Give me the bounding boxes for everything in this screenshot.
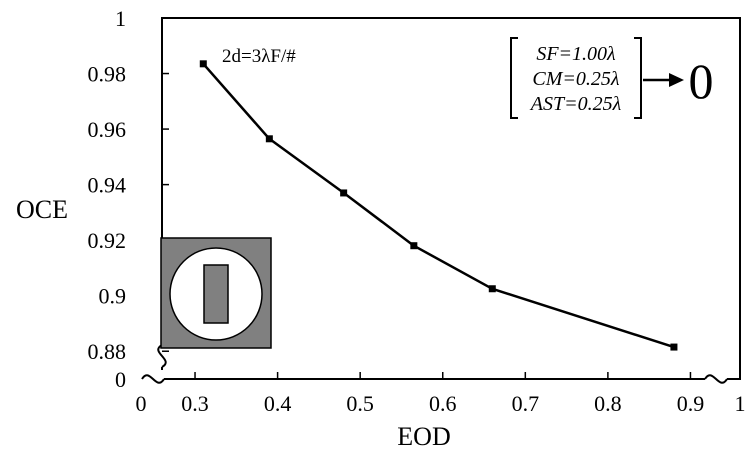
param-ast: AST=0.25λ — [529, 93, 622, 115]
data-point-0 — [199, 60, 207, 68]
x-tick-label-3: 0.6 — [429, 391, 457, 416]
y-tick-label-3: 0.94 — [88, 173, 127, 198]
arrow-target-zero: 0 — [689, 53, 714, 109]
x-tick-label-1: 0.4 — [264, 391, 292, 416]
y-axis-ticks: 0.88 0.9 0.92 0.94 0.96 0.98 1 — [88, 6, 169, 364]
x-tick-label-4: 0.7 — [512, 391, 540, 416]
series-line-0 — [202, 62, 675, 349]
y-tick-label-2: 0.92 — [88, 228, 127, 253]
x-tick-label-2: 0.5 — [346, 391, 374, 416]
aperture-inset-icon — [160, 237, 272, 349]
data-point-3 — [410, 242, 418, 250]
param-sf: SF=1.00λ — [536, 43, 616, 65]
x-axis-break-right — [704, 370, 728, 388]
y-tick-label-1: 0.9 — [99, 284, 127, 309]
y-tick-label-4: 0.96 — [88, 117, 127, 142]
plot-frame — [161, 17, 741, 380]
y-tick-label-0: 0.88 — [88, 339, 127, 364]
y-tick-label-6: 1 — [115, 6, 126, 31]
x-tick-label-0: 0.3 — [181, 391, 209, 416]
x-axis-title: EOD — [397, 422, 450, 451]
y-axis-title: OCE — [16, 195, 68, 224]
param-cm: CM=0.25λ — [532, 68, 619, 90]
series-layer — [199, 60, 678, 351]
data-point-1 — [265, 135, 273, 143]
data-point-2 — [340, 189, 348, 197]
x-axis-break-left — [141, 370, 165, 388]
x-axis-break-label-zero: 0 — [136, 391, 147, 416]
x-tick-label-6: 0.9 — [677, 391, 705, 416]
x-axis-ticks: 0.3 0.4 0.5 0.6 0.7 0.8 0.9 — [181, 372, 704, 416]
data-point-4 — [488, 285, 496, 293]
x-tick-label-5: 0.8 — [594, 391, 622, 416]
y-axis-break-label-zero: 0 — [115, 367, 126, 392]
left-bracket — [510, 37, 518, 119]
right-bracket — [634, 37, 642, 119]
x-axis-break-label-one: 1 — [735, 391, 746, 416]
y-tick-label-5: 0.98 — [88, 62, 127, 87]
relation-annotation: 2d=3λF/# — [222, 46, 296, 67]
right-arrow — [643, 73, 684, 87]
parameter-box: SF=1.00λ CM=0.25λ AST=0.25λ — [510, 37, 642, 119]
data-point-5 — [670, 343, 678, 351]
